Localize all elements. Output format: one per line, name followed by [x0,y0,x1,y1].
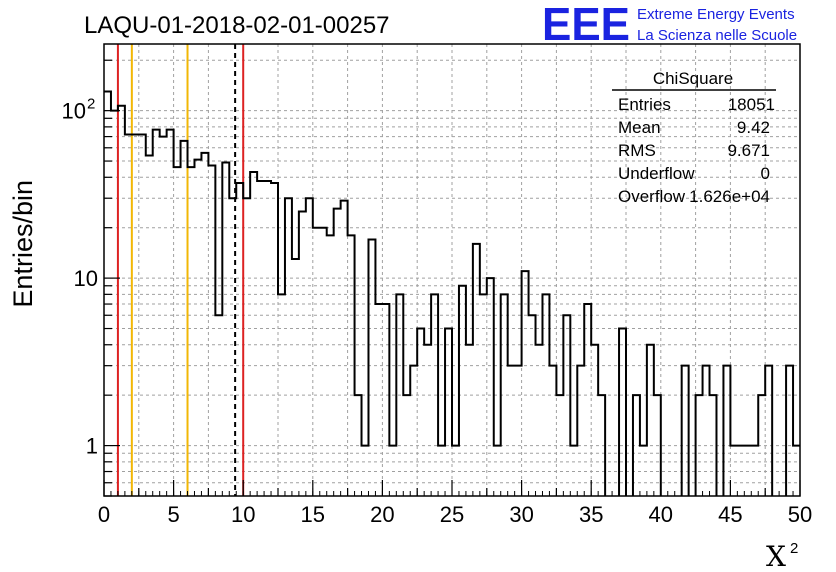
x-tick-label: 5 [167,502,179,527]
stats-box: ChiSquare Entries 18051 Mean 9.42 RMS 9.… [612,69,776,206]
stats-label-rms: RMS [618,141,656,160]
stats-value-mean: 9.42 [737,118,770,137]
axis-ticks [103,59,801,497]
x-axis-label: X 2 [766,540,798,572]
x-tick-label: 35 [579,502,603,527]
x-axis-label-base: X [766,540,786,572]
histogram-series [104,90,800,496]
stats-value-underflow: 0 [761,164,770,183]
stats-value-rms: 9.671 [727,141,770,160]
logo-line2: La Scienza nelle Scuole [637,27,797,44]
eee-logo: EEE Extreme Energy Events La Scienza nel… [542,0,797,50]
stats-value-entries: 18051 [728,95,775,114]
reference-lines [116,44,245,496]
logo-mark: EEE [542,0,630,50]
x-tick-label: 50 [788,502,812,527]
y-tick-label: 1 [86,434,98,459]
x-tick-label: 40 [649,502,673,527]
stats-label-underflow: Underflow [618,164,695,183]
x-axis-label-superscript: 2 [790,540,798,557]
stats-value-overflow: 1.626e+04 [689,187,770,206]
y-tick-label: 10 [74,266,98,291]
chart-title: LAQU-01-2018-02-01-00257 [84,12,390,39]
x-tick-label: 30 [509,502,533,527]
y-tick-label-superscript: 2 [87,96,95,113]
stats-label-entries: Entries [618,95,671,114]
x-tick-label: 15 [301,502,325,527]
x-tick-label: 20 [370,502,394,527]
stats-label-mean: Mean [618,118,661,137]
y-axis-label: Entries/bin [8,180,38,308]
x-tick-label: 45 [718,502,742,527]
x-tick-label: 0 [98,502,110,527]
x-tick-label: 10 [231,502,255,527]
y-tick-label: 10 [62,99,86,124]
logo-line1: Extreme Energy Events [637,6,795,23]
stats-label-overflow: Overflow [618,187,686,206]
x-tick-label: 25 [440,502,464,527]
stats-title: ChiSquare [653,69,733,88]
